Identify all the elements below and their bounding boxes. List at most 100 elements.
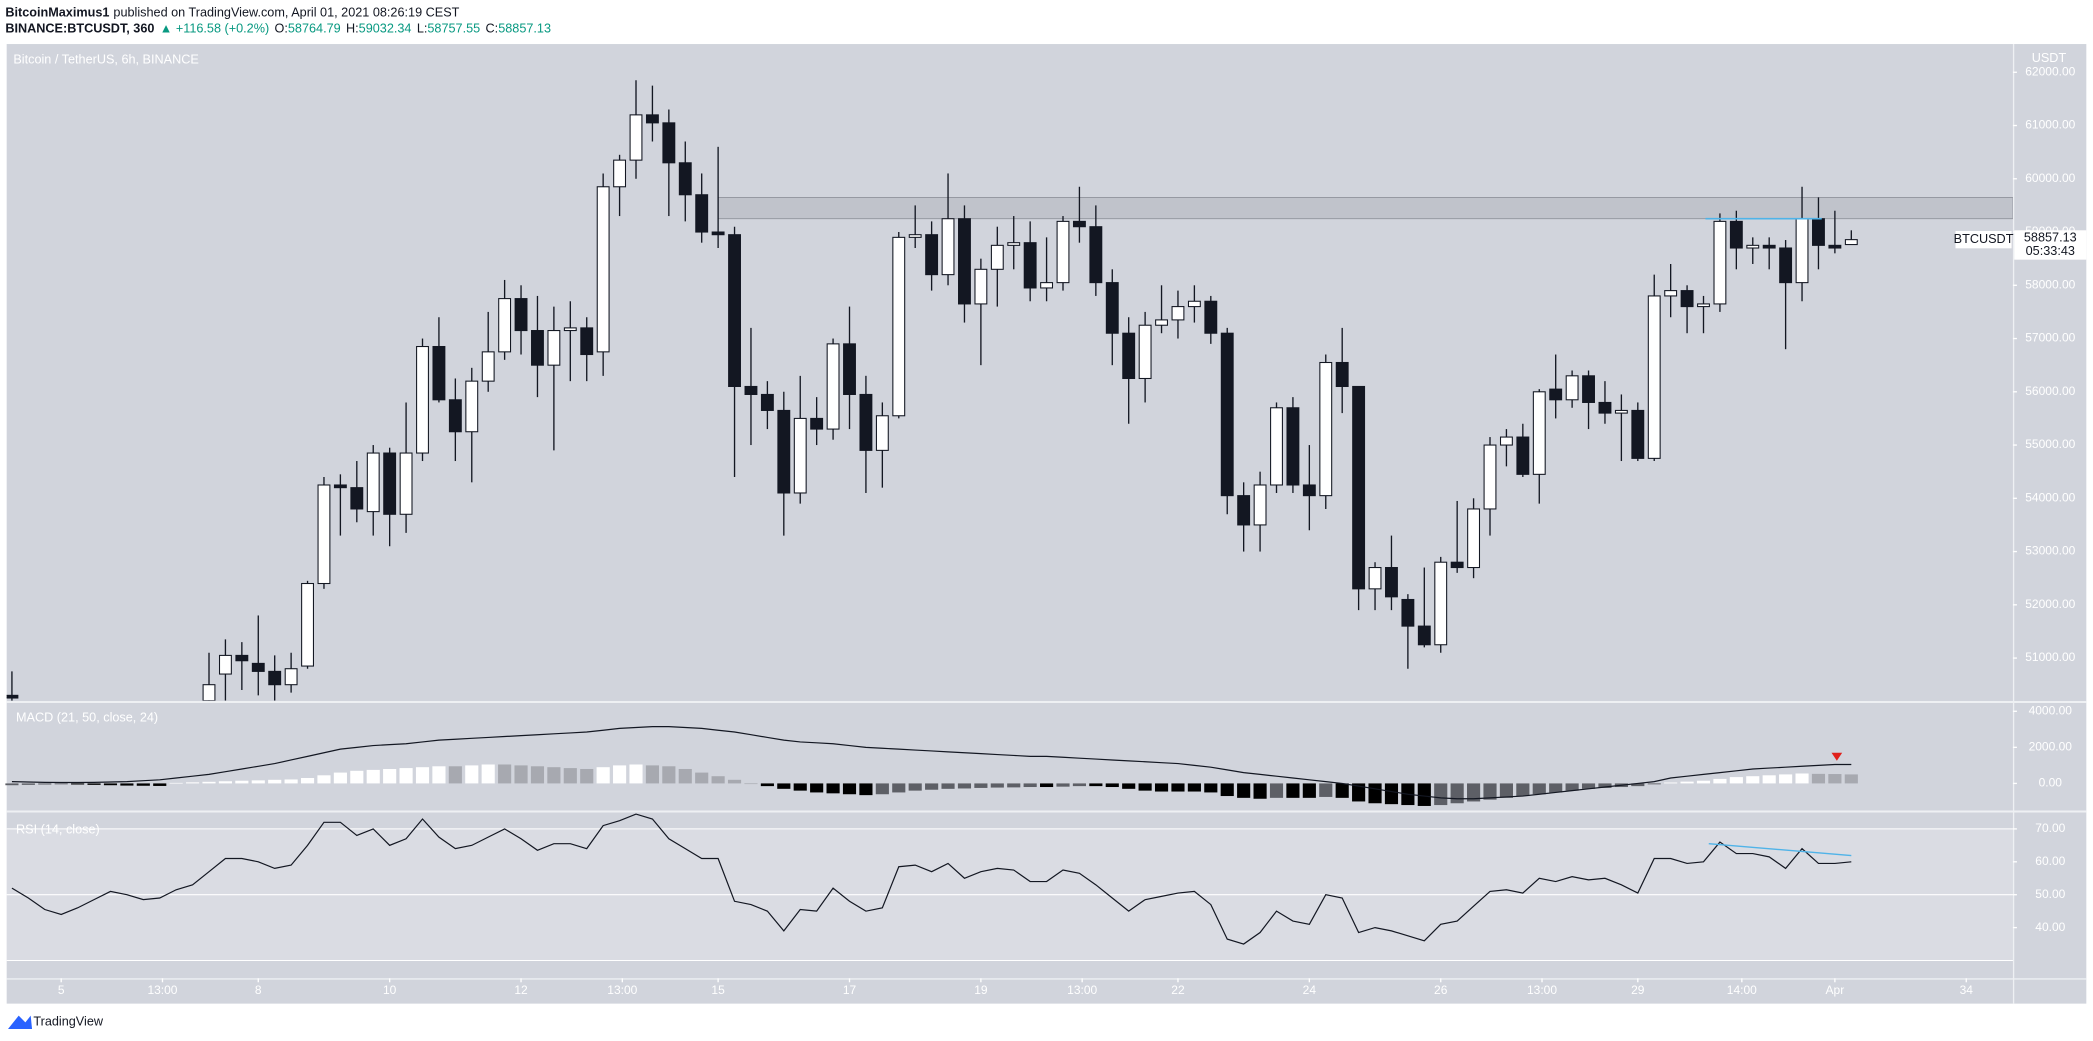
histogram-bar	[1171, 783, 1185, 792]
histogram-bar	[1302, 783, 1316, 798]
x-tick-label: 22	[1171, 983, 1185, 997]
x-tick-label: 34	[1960, 983, 1974, 997]
last-price-box	[2014, 230, 2087, 260]
histogram-bar	[317, 775, 331, 784]
high-value: 59032.34	[359, 22, 412, 36]
candle-body	[1072, 220, 1086, 228]
candle-body	[974, 268, 988, 305]
histogram-bar	[5, 783, 19, 786]
candle-body	[1812, 218, 1825, 246]
histogram-bar	[1105, 783, 1119, 788]
candle-body	[1220, 332, 1234, 497]
y-tick-label: 61000.00	[2025, 118, 2075, 132]
indicator-title: MACD (21, 50, close, 24)	[16, 710, 158, 724]
candle-body	[678, 162, 692, 196]
histogram-bar	[54, 783, 68, 785]
candle-body	[1779, 247, 1793, 284]
candle-body	[760, 393, 774, 411]
histogram-bar	[1237, 783, 1251, 798]
candle-body	[284, 668, 298, 686]
candle-body	[1746, 244, 1760, 249]
symbol-box	[1955, 230, 2012, 249]
open-key: O:	[275, 22, 288, 36]
histogram-bar	[793, 783, 807, 791]
y-tick-label: 4000.00	[2029, 703, 2073, 717]
low-value: 58757.55	[427, 22, 480, 36]
trend-line	[1708, 843, 1852, 857]
histogram-bar	[1434, 783, 1448, 806]
histogram-bar	[1352, 783, 1366, 802]
candle-body	[1270, 407, 1283, 486]
candle-body	[481, 351, 495, 382]
histogram-bar	[87, 783, 101, 785]
histogram-bar	[727, 779, 742, 784]
histogram-bar	[908, 783, 922, 791]
histogram-bar	[186, 782, 200, 784]
histogram-bar	[120, 783, 134, 786]
histogram-bar	[415, 767, 430, 784]
candle-body	[268, 670, 282, 686]
candle-body	[514, 298, 528, 332]
y-tick-label: 2000.00	[2029, 740, 2073, 754]
histogram-bar	[974, 783, 988, 788]
x-tick-label: 13:00	[1067, 983, 1097, 997]
histogram-bar	[1319, 783, 1333, 797]
histogram-bar	[744, 783, 758, 785]
x-tick-label: 26	[1434, 983, 1448, 997]
candle-body	[1664, 290, 1678, 297]
candle-body	[908, 234, 922, 238]
histogram-bar	[71, 783, 85, 785]
candle-body	[1319, 361, 1333, 497]
histogram-bar	[711, 776, 725, 784]
price-pane	[6, 80, 2013, 701]
x-tick-label: Apr	[1826, 983, 1845, 997]
histogram-bar	[366, 769, 380, 784]
candle-body	[498, 298, 512, 353]
histogram-bar	[383, 768, 397, 784]
candle-body	[941, 218, 955, 276]
symbol-line: BINANCE:BTCUSDT, 360 ▲ +116.58 (+0.2%) O:5…	[5, 22, 551, 36]
candle-body	[1335, 361, 1349, 388]
histogram-bar	[645, 765, 659, 784]
histogram-bar	[1565, 783, 1579, 791]
candle-body	[1204, 300, 1218, 334]
histogram-bar	[1844, 774, 1858, 784]
histogram-bar	[1056, 783, 1070, 787]
rsi-line	[11, 813, 1852, 945]
histogram-bar	[1729, 777, 1743, 784]
histogram-bar	[530, 766, 545, 784]
histogram-bar	[202, 781, 216, 784]
open-value: 58764.79	[288, 22, 341, 36]
candle-body	[1467, 508, 1481, 569]
histogram-bar	[547, 767, 561, 784]
header-line: BitcoinMaximus1 published on TradingView.…	[5, 6, 459, 20]
x-tick-label: 10	[383, 983, 397, 997]
histogram-bar	[350, 770, 364, 784]
y-tick-label: 62000.00	[2025, 64, 2075, 78]
histogram-bar	[629, 764, 643, 784]
histogram-bar	[1664, 782, 1678, 784]
y-tick-label: 0.00	[2039, 776, 2063, 790]
histogram-bar	[251, 780, 265, 784]
histogram-bar	[1023, 783, 1037, 788]
histogram-bar	[1647, 783, 1661, 785]
histogram-bar	[1072, 783, 1086, 787]
candle-body	[596, 186, 610, 353]
candle-body	[1499, 436, 1513, 446]
histogram-bar	[235, 780, 249, 784]
candle-body	[1729, 220, 1743, 249]
candle-body	[1417, 625, 1431, 646]
x-tick-label: 12	[514, 983, 528, 997]
indicator-title: RSI (14, close)	[16, 822, 100, 836]
candle-body	[547, 330, 561, 366]
candle-body	[826, 343, 840, 430]
candle-body	[1237, 495, 1251, 526]
histogram-bar	[859, 783, 873, 796]
candle-body	[711, 231, 725, 236]
candle-body	[218, 654, 232, 675]
candle-body	[629, 114, 643, 161]
candle-body	[777, 409, 791, 494]
logo	[8, 1015, 33, 1029]
x-tick-label: 19	[974, 983, 988, 997]
histogram-bar	[268, 779, 282, 784]
